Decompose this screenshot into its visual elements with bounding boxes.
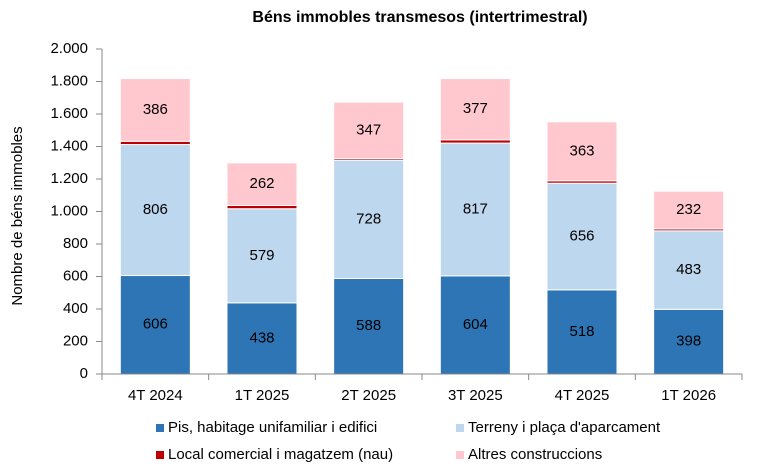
y-tick-label: 800 xyxy=(63,235,88,252)
x-tick-label: 3T 2025 xyxy=(448,387,503,404)
bar-segment xyxy=(226,208,298,304)
bar-segment xyxy=(546,121,618,182)
bar-segment xyxy=(226,302,298,375)
y-tick-label: 600 xyxy=(63,267,88,284)
legend-swatch xyxy=(156,424,164,432)
bar-segment xyxy=(333,159,405,279)
chart-title: Béns immobles transmesos (intertrimestra… xyxy=(252,9,587,26)
legend-label: Altres construccions xyxy=(468,446,602,463)
value-label: 728 xyxy=(356,210,381,227)
y-tick-label: 2.000 xyxy=(50,40,88,57)
y-tick-label: 1.000 xyxy=(50,202,88,219)
legend-label: Local comercial i magatzem (nau) xyxy=(168,446,393,463)
bar-segment xyxy=(226,162,298,206)
legend-swatch xyxy=(156,451,164,459)
y-tick-label: 1.200 xyxy=(50,170,88,187)
value-label: 588 xyxy=(356,317,381,334)
legend-label: Pis, habitage unifamiliar i edifici xyxy=(168,419,377,436)
value-label: 579 xyxy=(249,247,274,264)
bar-segment xyxy=(653,190,725,230)
value-label: 438 xyxy=(249,329,274,346)
value-label: 347 xyxy=(356,121,381,138)
bar-segment xyxy=(439,78,511,141)
value-label: 606 xyxy=(143,316,168,333)
y-axis-label: Nombre de béns immobles xyxy=(9,126,26,305)
value-label: 398 xyxy=(676,333,701,350)
value-label: 232 xyxy=(676,201,701,218)
x-tick-label: 4T 2024 xyxy=(128,387,183,404)
legend-swatch xyxy=(456,451,464,459)
y-tick-label: 1.400 xyxy=(50,137,88,154)
y-tick-label: 1.800 xyxy=(50,72,88,89)
value-label: 656 xyxy=(569,227,594,244)
bar-segment xyxy=(119,78,191,142)
legend-swatch xyxy=(456,424,464,432)
bar-segment xyxy=(653,230,725,310)
bar-segment xyxy=(119,144,191,277)
bar-segment xyxy=(546,289,618,375)
bar-segment xyxy=(333,101,405,160)
value-label: 604 xyxy=(463,316,488,333)
value-label: 386 xyxy=(143,101,168,118)
y-tick-label: 400 xyxy=(63,300,88,317)
y-tick-label: 0 xyxy=(80,365,88,382)
y-tick-label: 1.600 xyxy=(50,105,88,122)
value-label: 363 xyxy=(569,142,594,159)
bar-segment xyxy=(119,275,191,375)
value-label: 518 xyxy=(569,323,594,340)
x-tick-label: 1T 2026 xyxy=(661,387,716,404)
x-tick-label: 4T 2025 xyxy=(555,387,610,404)
bar-segment xyxy=(333,277,405,375)
legend-label: Terreny i plaça d'aparcament xyxy=(468,419,661,436)
bar-segment xyxy=(546,182,618,291)
value-label: 483 xyxy=(676,261,701,278)
value-label: 806 xyxy=(143,201,168,218)
bar-segment xyxy=(653,308,725,375)
value-label: 262 xyxy=(249,175,274,192)
y-tick-label: 200 xyxy=(63,332,88,349)
value-label: 377 xyxy=(463,100,488,117)
x-tick-label: 1T 2025 xyxy=(235,387,290,404)
value-label: 817 xyxy=(463,200,488,217)
x-tick-label: 2T 2025 xyxy=(341,387,396,404)
